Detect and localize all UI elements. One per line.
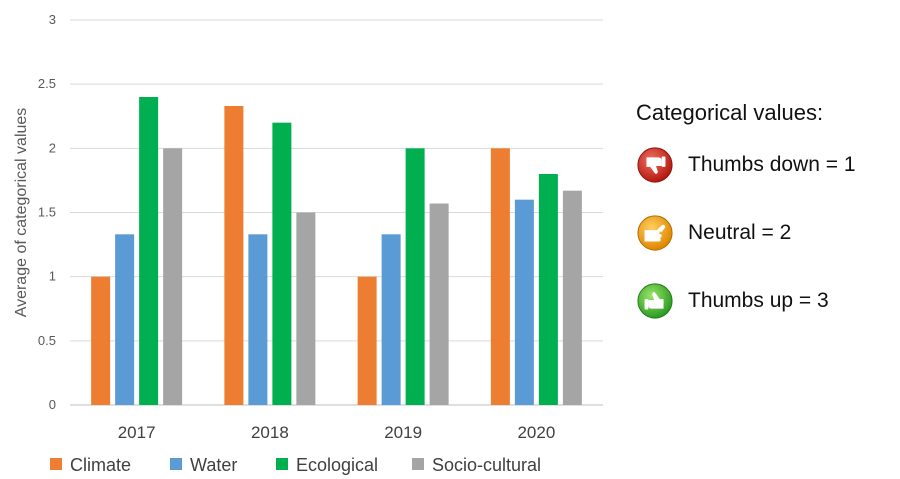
y-tick-label: 0.5 [38,333,56,348]
bar-water [514,199,534,405]
x-tick-label: 2017 [118,423,156,442]
bar-climate [357,276,377,405]
bar-water [115,234,135,405]
y-tick-label: 0 [49,397,56,412]
category-item-neutral: Neutral = 2 [636,214,898,252]
bar-climate [224,105,244,405]
bar-climate [91,276,111,405]
legend-swatch-climate [50,458,62,470]
bar-water [381,234,401,405]
neutral-hand-icon [637,215,673,251]
bar-ecological [272,122,292,406]
legend-swatch-water [170,458,182,470]
categorical-values-title: Categorical values: [636,100,824,125]
bar-socio-cultural [296,212,316,405]
y-axis-label: Average of categorical values [13,108,30,318]
bar-ecological [538,174,558,405]
category-item-thumbs-up: Thumbs up = 3 [636,282,898,320]
thumbs-up-icon [637,283,673,319]
bar-climate [490,148,510,406]
x-tick-label: 2020 [517,423,555,442]
bar-socio-cultural [163,148,183,406]
legend-label-socio-cultural: Socio-cultural [432,455,541,475]
y-tick-label: 2 [49,140,56,155]
x-tick-label: 2018 [251,423,289,442]
legend-swatch-ecological [276,458,288,470]
y-tick-label: 3 [49,12,56,27]
y-tick-label: 1.5 [38,205,56,220]
category-item-thumbs-down: Thumbs down = 1 [636,146,898,184]
legend-label-climate: Climate [70,455,131,475]
bar-ecological [139,97,159,405]
legend-swatch-socio-cultural [412,458,424,470]
category-label-thumbs-up: Thumbs up = 3 [688,289,829,312]
bar-socio-cultural [429,203,449,405]
categorical-values-panel: Categorical values: Thumbs down = 1 [636,100,898,350]
bar-ecological [405,148,425,406]
x-tick-label: 2019 [384,423,422,442]
bar-socio-cultural [562,190,582,405]
legend-label-water: Water [190,455,237,475]
y-tick-label: 1 [49,269,56,284]
category-label-neutral: Neutral = 2 [688,221,792,244]
thumbs-down-icon [637,147,673,183]
category-label-thumbs-down: Thumbs down = 1 [688,153,856,176]
y-tick-label: 2.5 [38,76,56,91]
bar-water [248,234,268,405]
legend-label-ecological: Ecological [296,455,378,475]
